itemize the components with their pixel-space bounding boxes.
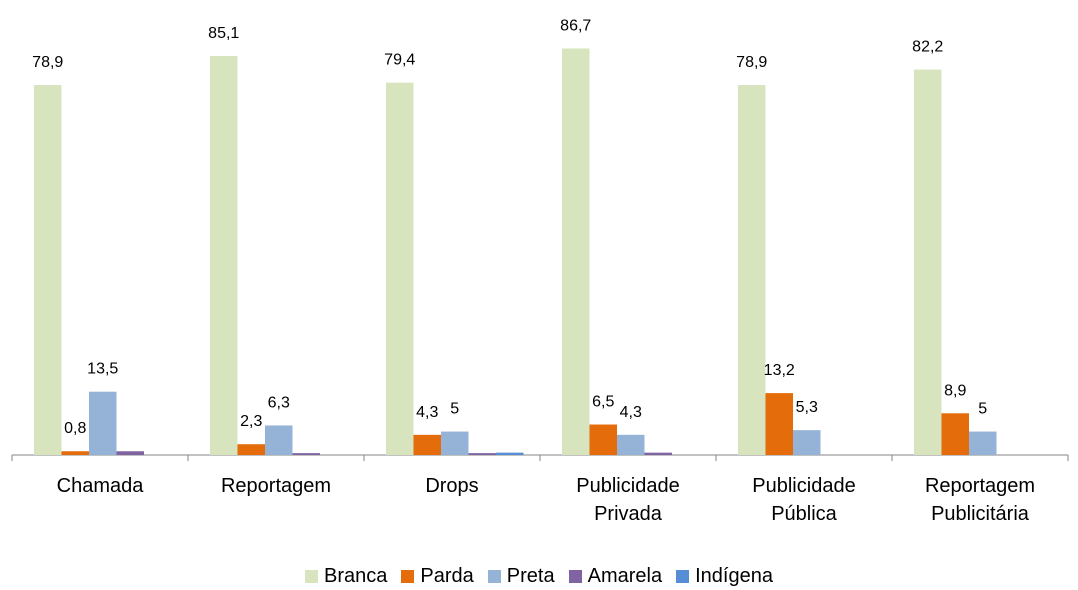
plot-area: 78,9 0,8 13,5 85,1 2,3 6,3 79,4 4,3 5 86,7 6,5 4,3 7… <box>11 17 1069 461</box>
data-label: 4,3 <box>620 404 642 421</box>
bar <box>738 85 766 456</box>
bar <box>34 85 62 456</box>
bar <box>496 452 524 455</box>
data-label: 5 <box>978 401 987 418</box>
bar <box>589 424 617 455</box>
legend-item: Parda <box>401 564 474 588</box>
legend-item: Branca <box>305 564 387 588</box>
legend-swatch <box>487 569 501 583</box>
bar <box>617 434 645 455</box>
bar <box>292 453 320 455</box>
bar <box>793 430 821 455</box>
data-label: 79,4 <box>384 52 415 69</box>
data-label: 13,2 <box>764 362 795 379</box>
data-label: 0,8 <box>64 420 86 437</box>
bar <box>969 431 997 455</box>
data-label: 2,3 <box>240 413 262 430</box>
bar <box>941 413 969 455</box>
data-label: 5,3 <box>796 399 818 416</box>
x-tick-label: Publicidade Privada <box>576 475 680 525</box>
x-tick-label: Reportagem <box>220 475 332 497</box>
legend-label: Preta <box>506 565 555 587</box>
bar <box>116 451 144 455</box>
data-label: 5 <box>450 401 459 418</box>
legend-label: Indígena <box>695 565 773 587</box>
data-label: 78,9 <box>32 54 63 71</box>
bar <box>210 55 238 455</box>
bar <box>386 82 414 456</box>
bar <box>61 451 89 455</box>
bar <box>441 431 469 455</box>
bar <box>644 452 672 455</box>
data-label: 6,3 <box>268 394 290 411</box>
x-tick-label: Reportagem Publicitária <box>924 475 1036 525</box>
legend-swatch <box>568 569 582 583</box>
data-label: 4,3 <box>416 404 438 421</box>
legend: Branca Parda Preta Amarela Indígena <box>0 564 1078 588</box>
data-label: 6,5 <box>592 394 614 411</box>
legend-swatch <box>401 569 415 583</box>
legend-swatch <box>305 569 319 583</box>
data-label: 78,9 <box>736 54 767 71</box>
bar <box>468 453 496 455</box>
data-label: 85,1 <box>208 25 239 42</box>
bar <box>237 444 265 455</box>
x-tick-label: Chamada <box>56 475 144 497</box>
legend-label: Parda <box>420 565 474 587</box>
bar <box>89 391 117 455</box>
bar <box>765 393 793 455</box>
legend-label: Amarela <box>587 565 663 587</box>
x-tick-label: Publicidade Pública <box>752 475 856 525</box>
data-label: 8,9 <box>944 382 966 399</box>
bar <box>914 69 942 455</box>
bar <box>413 434 441 455</box>
data-label: 13,5 <box>87 361 118 378</box>
legend-label: Branca <box>324 565 388 587</box>
x-tick-label: Drops <box>425 475 479 497</box>
legend-item: Indígena <box>676 564 773 588</box>
legend-item: Preta <box>487 564 555 588</box>
bar <box>562 48 590 456</box>
legend-swatch <box>676 569 690 583</box>
bar <box>265 425 293 455</box>
data-label: 82,2 <box>912 39 943 56</box>
data-label: 86,7 <box>560 17 591 34</box>
legend-item: Amarela <box>568 564 663 588</box>
